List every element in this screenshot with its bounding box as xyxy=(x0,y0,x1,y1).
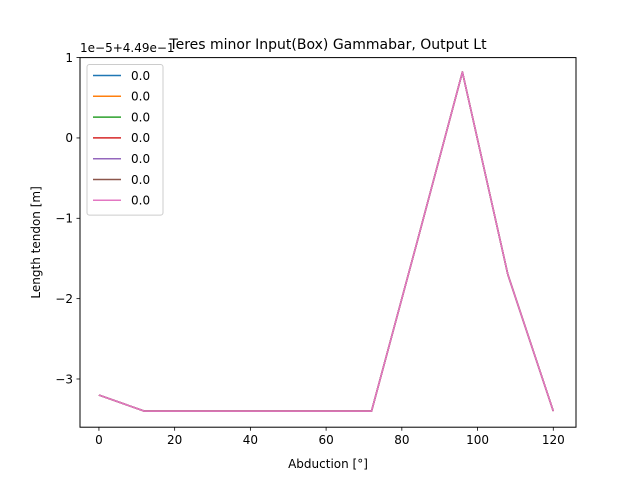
y-tick-label: 0 xyxy=(65,131,73,145)
y-tick-label: −3 xyxy=(55,372,73,386)
series-lines xyxy=(98,71,554,412)
axis-offset-text: 1e−5+4.49e−1 xyxy=(80,41,175,55)
x-tick-label: 120 xyxy=(542,433,565,447)
x-tick-label: 40 xyxy=(243,433,258,447)
legend-label: 0.0 xyxy=(131,110,150,124)
series-line-3 xyxy=(98,71,554,412)
x-tick-label: 100 xyxy=(466,433,489,447)
series-line-4 xyxy=(98,71,554,412)
legend-label: 0.0 xyxy=(131,152,150,166)
x-tick-label: 0 xyxy=(95,433,103,447)
series-line-7 xyxy=(98,71,554,412)
series-line-5 xyxy=(98,71,554,412)
legend: 0.0 0.0 0.0 0.0 0.0 0.0 0.0 xyxy=(86,64,164,216)
x-tick-label: 20 xyxy=(167,433,182,447)
legend-label: 0.0 xyxy=(131,131,150,145)
x-axis-label: Abduction [°] xyxy=(288,457,368,471)
y-axis-label: Length tendon [m] xyxy=(29,186,43,298)
legend-label: 0.0 xyxy=(131,90,150,104)
axis-ticks: 0 20 40 60 80 100 120 −3 −2 −1 0 1 xyxy=(55,51,564,447)
chart-title: Teres minor Input(Box) Gammabar, Output … xyxy=(168,37,487,53)
legend-label: 0.0 xyxy=(131,173,150,187)
series-line-6 xyxy=(98,71,554,412)
series-line-2 xyxy=(98,71,554,412)
axes-frame xyxy=(79,57,577,428)
legend-box xyxy=(86,64,164,216)
legend-label: 0.0 xyxy=(131,69,150,83)
series-line-1 xyxy=(98,71,554,412)
x-tick-label: 60 xyxy=(318,433,333,447)
x-tick-label: 80 xyxy=(394,433,409,447)
legend-label: 0.0 xyxy=(131,194,150,208)
y-tick-label: −2 xyxy=(55,292,73,306)
y-tick-label: 1 xyxy=(65,51,73,65)
y-tick-label: −1 xyxy=(55,212,73,226)
